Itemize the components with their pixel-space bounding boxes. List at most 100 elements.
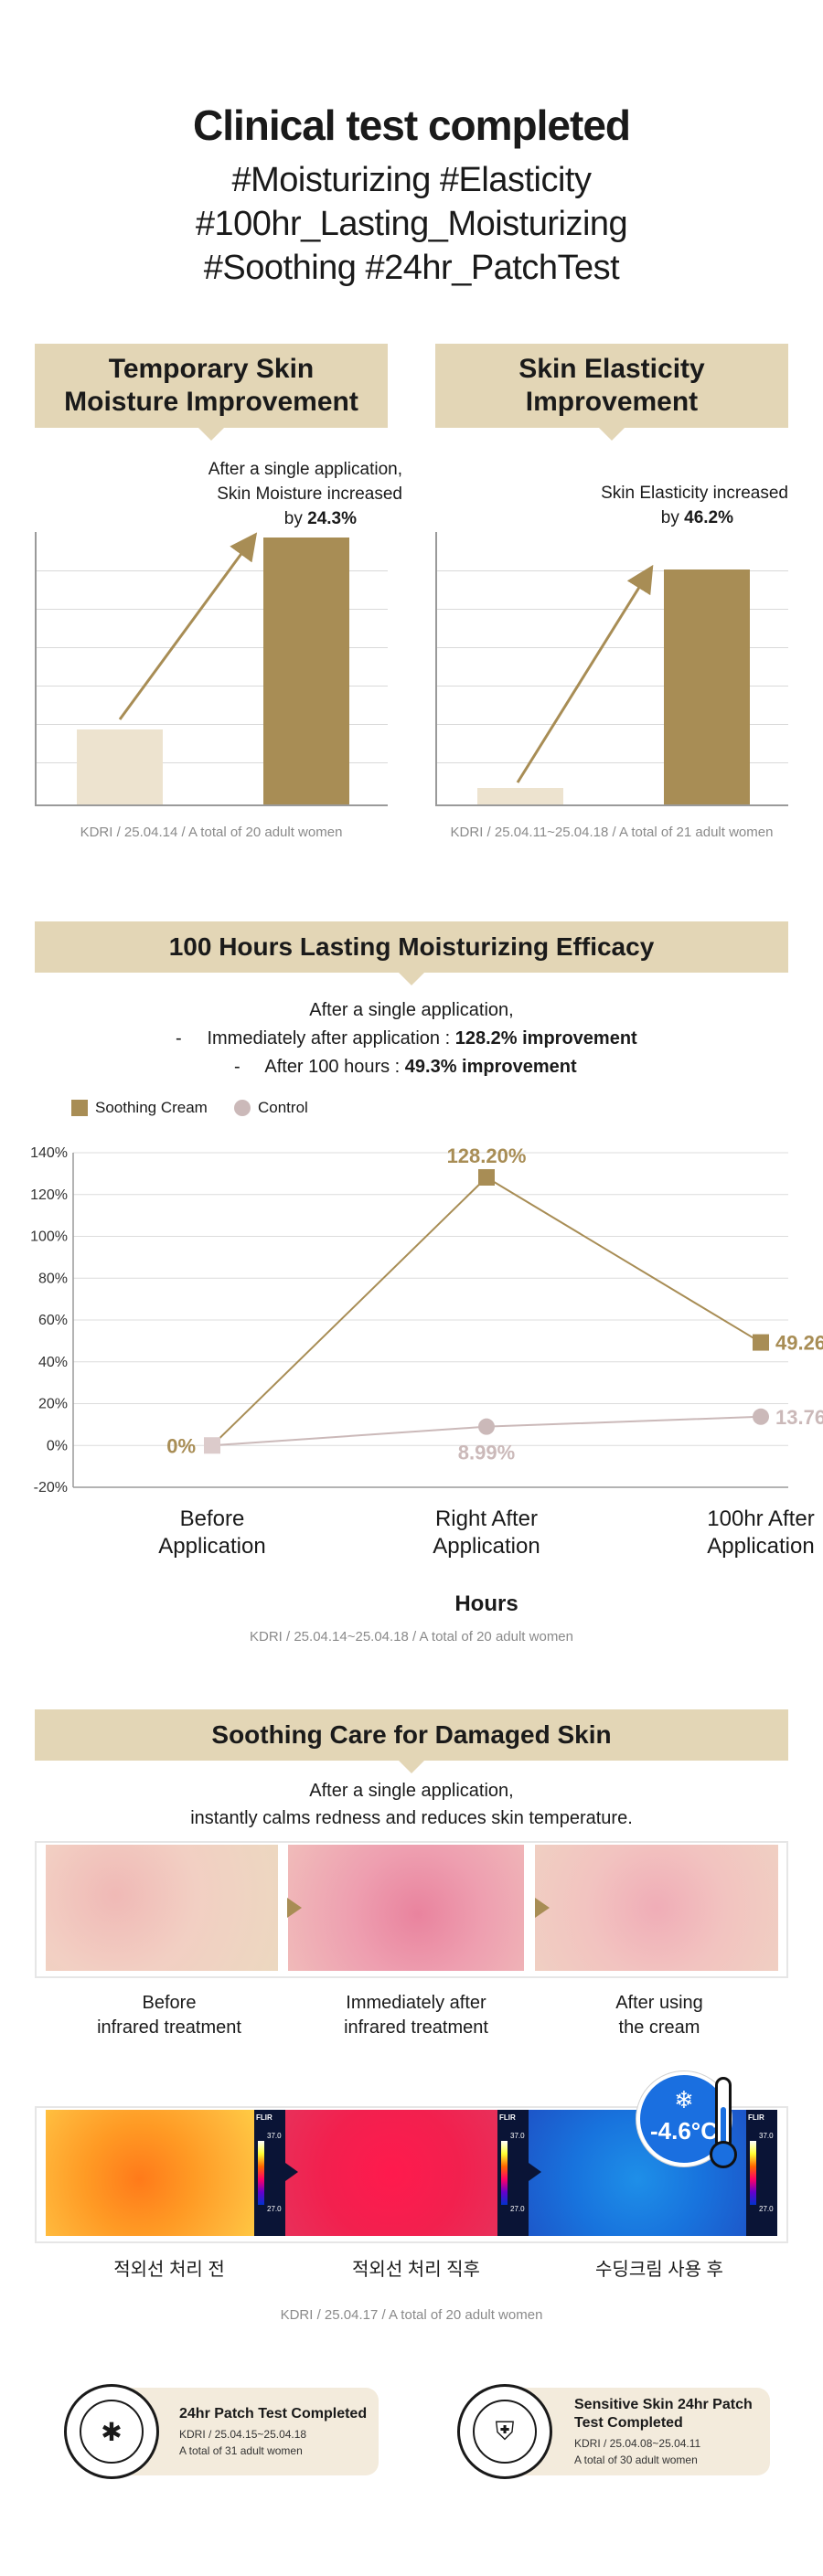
y-tick-label: 140% (30, 1145, 68, 1161)
legend-soothing: Soothing Cream (71, 1099, 208, 1117)
skin-photo-immediately (288, 1845, 524, 1971)
legend-control: Control (234, 1099, 308, 1117)
lasting-intro: After a single application, (309, 1000, 514, 1020)
lasting-bullet-1-label: Immediately after application : (207, 1028, 455, 1048)
control-label: 13.76% (775, 1406, 823, 1429)
elasticity-title-box: Skin Elasticity Improvement (435, 344, 788, 441)
caption-immediately: Immediately after infrared treatment (344, 1993, 488, 2038)
lasting-bullet-2: - After 100 hours : 49.3% improvement (234, 1053, 691, 1081)
elasticity-bar-after (664, 569, 750, 804)
badge-2-title-line2: Test Completed (574, 2415, 683, 2431)
tagline-1: #Moisturizing #Elasticity (231, 161, 592, 199)
moisture-title-box: Temporary Skin Moisture Improvement (35, 344, 388, 441)
soothing-intro-line1: After a single application, (309, 1781, 514, 1801)
x-tick-label: Right After (435, 1506, 538, 1531)
x-tick-label: Application (433, 1534, 540, 1559)
legend-soothing-label: Soothing Cream (95, 1099, 208, 1116)
tagline-3: #Soothing #24hr_PatchTest (203, 249, 620, 287)
elasticity-note: Skin Elasticity increased by 46.2% (494, 481, 788, 530)
soothing-intro-line2: instantly calms redness and reduces skin… (190, 1808, 633, 1828)
soothing-point (753, 1334, 769, 1351)
infrared-before (46, 2110, 254, 2236)
moisture-bar-chart (35, 532, 388, 806)
soothing-point (478, 1168, 495, 1186)
flir-scale-3: FLIR 37.0 27.0 (746, 2110, 777, 2236)
elasticity-note-line1: Skin Elasticity increased (601, 484, 788, 503)
ir-caption-after: 수딩크림 사용 후 (595, 2260, 723, 2280)
badge-1-detail1: KDRI / 25.04.15~25.04.18 (179, 2428, 307, 2441)
caption-after: After using the cream (615, 1993, 703, 2038)
ir-caption-before: 적외선 처리 전 (113, 2260, 225, 2280)
elasticity-note-prefix: by (660, 508, 685, 527)
moisture-bar-before (77, 729, 163, 804)
flir-logo: FLIR (256, 2113, 273, 2122)
lasting-bullet-2-value: 49.3% improvement (404, 1057, 577, 1077)
elasticity-bar-chart (435, 532, 788, 806)
moisture-note-value: 24.3% (307, 509, 357, 528)
soothing-title: Soothing Care for Damaged Skin (211, 1720, 612, 1749)
control-label: 8.99% (458, 1442, 515, 1464)
x-tick-label: 100hr After (707, 1506, 814, 1531)
soothing-series-line (211, 1176, 762, 1446)
arrow-right-icon (285, 2163, 298, 2181)
lasting-source: KDRI / 25.04.14~25.04.18 / A total of 20… (250, 1629, 573, 1645)
legend-control-label: Control (258, 1099, 308, 1116)
y-tick-label: 0% (47, 1438, 68, 1453)
dermatologist-seal-icon: ✱ (64, 2384, 159, 2479)
y-tick-label: 20% (38, 1397, 68, 1412)
elasticity-title-line1: Skin Elasticity (518, 354, 705, 384)
legend-soothing-swatch (71, 1100, 88, 1116)
color-scale (501, 2141, 508, 2205)
lasting-bullet-1: - Immediately after application : 128.2%… (176, 1025, 724, 1053)
badge-1-title: 24hr Patch Test Completed (179, 2406, 368, 2422)
elasticity-trend-arrow (516, 564, 654, 783)
color-scale (258, 2141, 264, 2205)
temperature-drop-value: -4.6°C (650, 2117, 718, 2145)
badge-1-detail2: A total of 31 adult women (179, 2444, 303, 2457)
badge-2-detail1: KDRI / 25.04.08~25.04.11 (574, 2437, 701, 2450)
flir-scale-1: FLIR 37.0 27.0 (254, 2110, 285, 2236)
flir-scale-2: FLIR 37.0 27.0 (497, 2110, 529, 2236)
lasting-bullet-2-label: After 100 hours : (264, 1057, 405, 1077)
x-tick-label: Application (158, 1534, 265, 1559)
lasting-bullet-1-value: 128.2% improvement (454, 1028, 637, 1048)
y-tick-label: -20% (34, 1480, 68, 1496)
control-point (753, 1408, 769, 1425)
moisture-title-line1: Temporary Skin (108, 354, 315, 384)
soothing-point (204, 1437, 220, 1454)
ir-caption-immediately: 적외선 처리 직후 (352, 2260, 480, 2280)
arrow-right-icon (287, 1898, 302, 1918)
infrared-immediately (285, 2110, 497, 2236)
arrow-right-icon (535, 1898, 550, 1918)
legend-control-swatch (234, 1100, 251, 1116)
badge-2-detail2: A total of 30 adult women (574, 2454, 698, 2466)
elasticity-source: KDRI / 25.04.11~25.04.18 / A total of 21… (450, 825, 774, 840)
lasting-title-box: 100 Hours Lasting Moisturizing Efficacy (35, 921, 788, 985)
control-point (478, 1418, 495, 1435)
moisture-bar-after (263, 538, 349, 804)
soothing-source: KDRI / 25.04.17 / A total of 20 adult wo… (280, 2307, 543, 2323)
y-tick-label: 60% (38, 1313, 68, 1328)
x-tick-label: Before (180, 1506, 245, 1531)
moisture-source: KDRI / 25.04.14 / A total of 20 adult wo… (80, 825, 343, 840)
moisture-title-line2: Moisture Improvement (64, 387, 358, 417)
elasticity-note-value: 46.2% (684, 508, 733, 527)
skin-photo-after (535, 1845, 778, 1971)
moisture-note: After a single application, Skin Moistur… (91, 457, 402, 531)
badge-2-title-line1: Sensitive Skin 24hr Patch (574, 2397, 753, 2412)
page-title: Clinical test completed (192, 101, 631, 149)
soothing-label: 0% (166, 1434, 196, 1457)
caption-before: Before infrared treatment (97, 1993, 241, 2038)
skin-photo-strip (35, 1841, 788, 1978)
x-tick-label: Application (707, 1534, 814, 1559)
lasting-line-chart: 140% 120% 100% 80% 60% 40% 20% 0% -20% Before Appl… (30, 1144, 823, 1616)
moisture-trend-arrow (118, 532, 258, 720)
lasting-dash-1: - (176, 1028, 182, 1048)
y-tick-label: 100% (30, 1229, 68, 1245)
tagline-2: #100hr_Lasting_Moisturizing (195, 205, 628, 243)
thermometer-icon (715, 2077, 732, 2150)
shield-seal-icon: ⛨ (457, 2384, 552, 2479)
elasticity-bar-before (477, 788, 563, 804)
soothing-label: 49.26% (775, 1332, 823, 1355)
snowflake-icon: ❄ (674, 2086, 694, 2113)
